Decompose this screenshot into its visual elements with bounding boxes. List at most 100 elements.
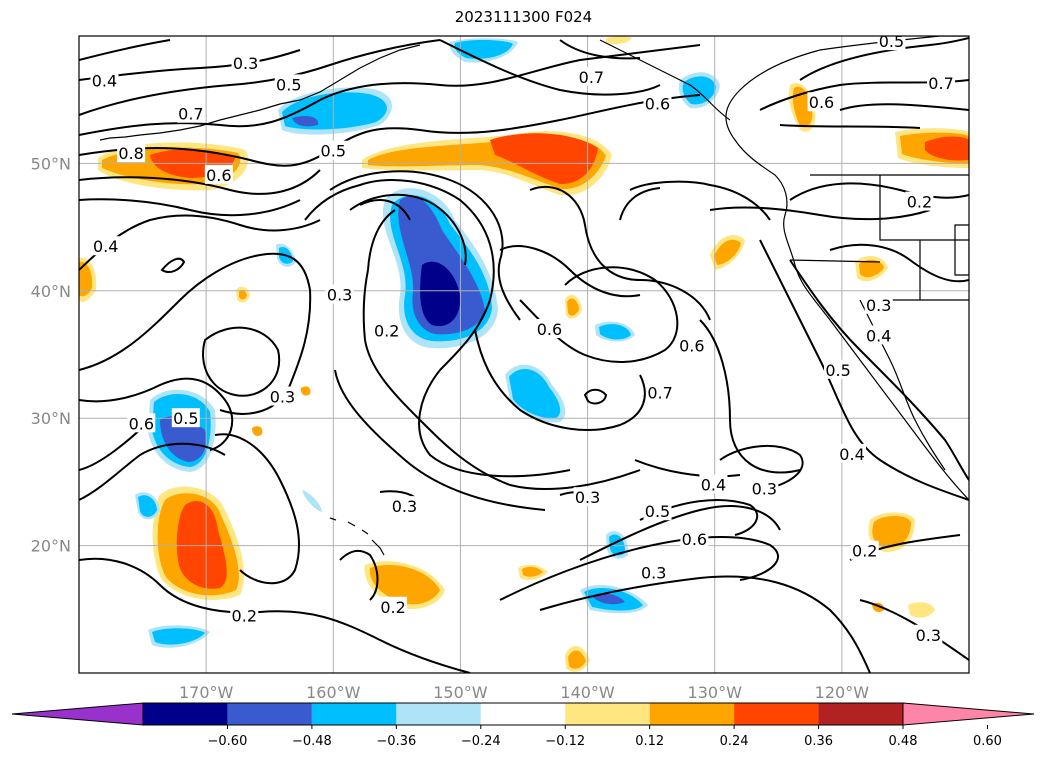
contour-label: 0.7 <box>927 73 956 93</box>
contour-label-text: 0.6 <box>206 166 231 185</box>
contour-label: 0.6 <box>204 164 233 185</box>
contour-label-bg <box>91 236 120 256</box>
longitude-tick-labels: 170°W 160°W 150°W 140°W 130°W 120°W <box>179 683 869 702</box>
colorbar-extend-high <box>902 702 1035 726</box>
contour-label-text: 0.4 <box>839 445 864 464</box>
contour-label-bg <box>864 325 893 345</box>
contour-line <box>709 206 931 221</box>
contour-label: 0.6 <box>807 92 836 112</box>
shade-negative-region <box>420 261 461 327</box>
colorbar-tick-label: −0.36 <box>376 734 416 749</box>
contour-line <box>559 39 641 60</box>
contour-label-bg <box>577 66 606 86</box>
contour-label: 0.2 <box>379 596 408 617</box>
contour-label: 0.3 <box>750 478 779 498</box>
colorbar-segment <box>311 703 397 725</box>
contour-label-text: 0.2 <box>852 542 877 561</box>
colorbar-extend-low <box>11 702 144 726</box>
plot-border <box>78 35 970 674</box>
contour-label-bg <box>824 359 853 379</box>
contour-label-text: 0.7 <box>647 384 672 403</box>
contour-label: 0.3 <box>231 52 260 73</box>
contour-label-bg <box>646 382 675 402</box>
contour-line <box>699 319 801 474</box>
contour-line <box>829 243 969 283</box>
contour-label-text: 0.2 <box>232 607 257 626</box>
contour-line <box>339 549 379 601</box>
contour-label: 0.7 <box>646 382 675 403</box>
contour-label-text: 0.4 <box>93 237 118 256</box>
shade-positive-region <box>714 239 741 265</box>
contour-label-bg <box>325 284 354 304</box>
contour-label-text: 0.7 <box>178 105 203 124</box>
lon-tick-label: 120°W <box>815 683 870 702</box>
contour-label-text: 0.4 <box>701 475 726 494</box>
shade-negative-region <box>292 116 319 127</box>
contour-label: 0.3 <box>268 386 297 407</box>
lon-tick-label: 140°W <box>560 683 615 702</box>
contour-label-text: 0.6 <box>679 337 704 356</box>
contour-line <box>474 329 646 431</box>
contour-label-text: 0.6 <box>682 530 707 549</box>
contour-label-text: 0.5 <box>879 32 904 51</box>
contour-label-bg <box>905 191 934 211</box>
contour-line <box>79 44 701 136</box>
contour-label: 0.6 <box>680 529 709 549</box>
contour-label-text: 0.3 <box>233 54 258 73</box>
contour-label-bg <box>231 52 260 72</box>
contour-label: 0.5 <box>274 74 303 94</box>
contour-label: 0.2 <box>230 605 259 626</box>
contour-line <box>619 187 661 221</box>
contour-label-bg <box>850 540 879 560</box>
contour-label-bg <box>927 73 956 93</box>
contour-label: 0.7 <box>176 103 205 124</box>
colorbar-segment <box>565 703 650 725</box>
shade-positive-region <box>792 86 813 128</box>
contour-label: 0.6 <box>677 335 706 356</box>
lon-tick-label: 160°W <box>306 683 361 702</box>
contour-label: 0.6 <box>535 319 564 339</box>
contour-label-text: 0.5 <box>645 502 670 521</box>
contour-label: 0.5 <box>824 359 853 380</box>
border-states <box>789 175 969 300</box>
shade-negative-region <box>152 628 205 645</box>
contour-line <box>79 442 226 501</box>
lat-tick-label: 40°N <box>31 282 71 301</box>
contour-label-bg <box>639 562 668 582</box>
contour-line <box>334 369 546 511</box>
colorbar-segment <box>480 703 566 725</box>
contour-line <box>583 388 608 405</box>
colorbar-tick-label: −0.24 <box>461 734 501 749</box>
contour-label-text: 0.2 <box>374 321 399 340</box>
coastline-hawaii <box>329 517 385 556</box>
contour-label-text: 0.5 <box>321 142 346 161</box>
contour-line <box>367 209 396 271</box>
colorbar-segment <box>143 703 228 725</box>
contour-label: 0.6 <box>127 413 156 433</box>
contour-label-bg <box>117 143 146 163</box>
contour-line <box>359 199 411 221</box>
shade-negative-region <box>509 368 561 419</box>
contour-label-bg <box>372 320 401 340</box>
shade-positive-region <box>606 36 632 45</box>
colorbar-tick-label: 0.36 <box>804 734 833 749</box>
colorbar-tick-label: −0.60 <box>208 734 248 749</box>
contour-label: 0.2 <box>905 191 934 212</box>
shade-positive-region <box>239 289 247 300</box>
contour-label: 0.4 <box>91 236 120 256</box>
contour-line <box>329 170 521 321</box>
contour-label-bg <box>680 529 709 549</box>
shade-positive-region <box>567 298 579 316</box>
contour-line <box>519 266 679 363</box>
contour-line <box>629 180 771 221</box>
colorbar-outline <box>142 702 904 726</box>
contour-label-bg <box>171 408 200 428</box>
colorbar-segment <box>227 703 312 725</box>
contour-label-bg <box>274 74 303 94</box>
coastline-aleutians <box>99 44 421 141</box>
shade-positive-region <box>176 501 227 589</box>
shade-positive-region <box>908 602 935 618</box>
contour-label-bg <box>127 413 156 433</box>
latitude-tick-labels: 20°N 30°N 40°N 50°N <box>31 154 71 555</box>
